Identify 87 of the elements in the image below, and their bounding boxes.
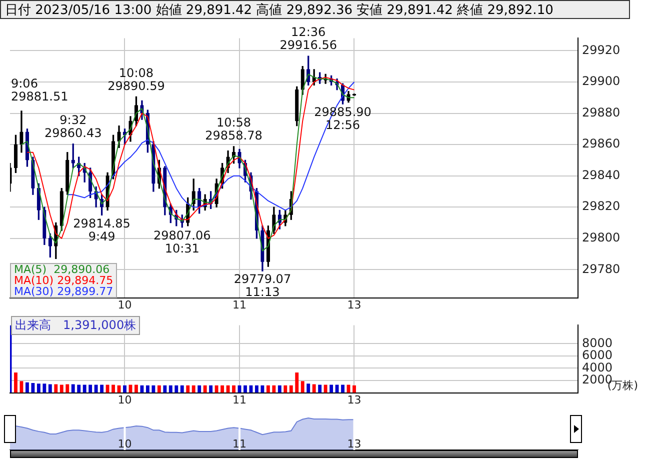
bar [36,384,40,393]
bar [106,384,110,393]
x-tick-label: 13 [347,298,362,312]
x-tick-label: 11 [232,437,246,450]
bar [60,384,64,393]
bar [174,385,178,393]
bar [180,385,184,393]
text: MA(5) 29,890.06 [14,262,110,276]
bar [146,385,150,393]
bar [209,385,213,393]
bar [100,384,104,393]
annotation: 9:06 29881.51 [11,76,68,104]
bar [48,384,52,393]
annotation: 29807.06 10:31 [153,228,211,256]
bar [82,384,86,393]
bar [244,385,247,393]
bar [123,385,126,393]
text: MA(10) 29,894.75 [14,274,114,287]
bar [192,385,196,393]
annotation: 9:32 29860.43 [44,112,102,140]
bar [168,385,172,393]
chart-title: 出来高 1,391,000株 [11,316,140,335]
x-tick-label: 10 [118,298,132,312]
y-tick-label: 6000 [582,348,613,362]
annotation: 29779.07 11:13 [234,272,292,300]
bar [306,384,310,393]
x-tick-label: 11 [232,298,246,312]
bar [278,385,282,393]
bar [152,385,156,393]
annotation: 10:08 29890.59 [108,66,165,93]
bar [198,385,202,393]
x-tick-label: 13 [347,437,362,450]
bar [134,384,138,393]
annotation: 10:58 29858.78 [205,116,262,143]
bar [31,382,35,393]
bar [272,385,276,393]
y-tick-label: 29860 [582,136,620,151]
y-tick-label: 4000 [582,360,613,374]
bar [284,385,288,393]
bar [203,385,207,393]
chart-title: 日付 2023/05/16 13:00 始値 29,891.42 高値 29,892.36 安値 29,891.42 終値 29,892.10 [0,0,630,19]
bar [249,385,253,393]
annotation: 29814.85 9:49 [73,216,130,244]
bar [25,382,29,393]
bar [254,385,258,393]
bar [42,384,46,393]
bar [312,384,316,393]
bar [300,381,304,393]
y-tick-label: 29840 [582,168,620,182]
bar [232,385,236,393]
y-tick-label: 29920 [582,42,620,57]
bar [318,384,322,393]
y-tick-label: 8000 [582,336,613,350]
annotation: 12:36 29916.56 [280,25,337,52]
bar [289,385,293,393]
bar [266,385,270,393]
bar [295,372,299,393]
bar [260,385,264,393]
bar [214,385,218,393]
bar [88,384,92,393]
bar [186,385,190,393]
bar [66,384,70,393]
bar [330,384,334,393]
y-tick-label: 29900 [582,74,620,88]
bar [77,384,81,393]
bar [335,384,339,393]
y-tick-label: 29820 [582,199,620,214]
bar [341,384,344,393]
bar [352,385,356,393]
bar [112,384,115,393]
bar [140,385,144,393]
x-tick-label: 10 [118,437,132,450]
y-tick-label: 29800 [582,230,620,244]
y-tick-label: 29880 [582,105,620,120]
x-tick-label: 10 [118,393,132,406]
bar [54,384,58,393]
bar [163,385,167,393]
y-tick-label: 29780 [582,262,620,276]
text: MA(30) 29,899.77 [14,284,114,298]
bar [14,372,18,393]
bar [324,384,328,393]
x-tick-label: 11 [232,393,246,406]
bar [71,384,75,393]
bar [157,385,161,393]
bar [220,385,224,393]
x-tick-label: 13 [347,393,362,406]
bar [94,384,98,393]
